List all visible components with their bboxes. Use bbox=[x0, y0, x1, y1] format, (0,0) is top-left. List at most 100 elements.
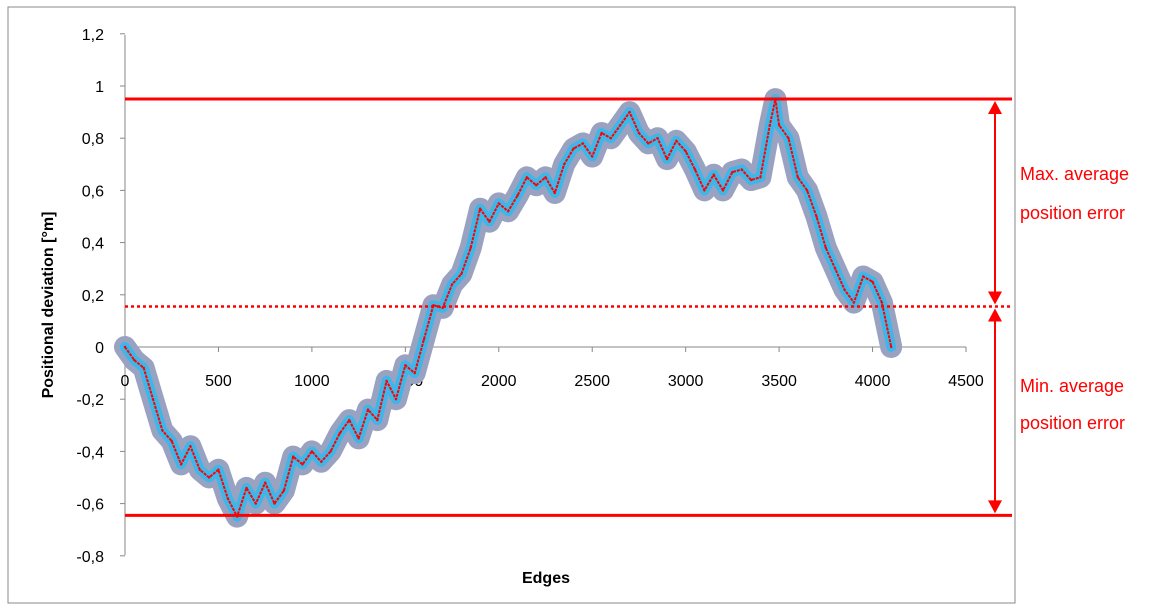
data-point bbox=[488, 220, 491, 223]
y-tick-label: 0,6 bbox=[82, 183, 104, 200]
data-point bbox=[329, 450, 332, 453]
data-point bbox=[619, 124, 622, 127]
x-tick-label: 2500 bbox=[574, 373, 610, 390]
data-point bbox=[254, 502, 257, 505]
data-point bbox=[572, 147, 575, 150]
data-point bbox=[805, 189, 809, 192]
y-axis-title: Positional deviation [°m] bbox=[40, 212, 57, 399]
data-point bbox=[366, 408, 370, 411]
y-tick-label: -0,2 bbox=[76, 392, 104, 409]
data-point bbox=[675, 139, 678, 142]
y-tick-label: -0,6 bbox=[76, 497, 104, 514]
data-point bbox=[292, 455, 295, 458]
data-point bbox=[310, 450, 314, 453]
data-point bbox=[787, 137, 790, 140]
data-point bbox=[348, 418, 351, 422]
data-point bbox=[749, 178, 753, 182]
annotation-arrowhead-down bbox=[988, 291, 1002, 305]
data-point bbox=[843, 288, 846, 291]
x-axis-title: Edges bbox=[522, 570, 570, 587]
data-point bbox=[506, 210, 510, 213]
y-tick-label: 1,2 bbox=[82, 27, 104, 44]
data-point bbox=[581, 142, 585, 145]
annotations: Max. average position error Min. average po… bbox=[988, 101, 1129, 514]
data-point bbox=[591, 155, 594, 158]
data-point bbox=[731, 170, 734, 174]
data-point bbox=[422, 338, 426, 341]
data-point bbox=[609, 137, 613, 140]
data-point bbox=[301, 463, 304, 466]
data-point bbox=[282, 489, 286, 492]
data-point bbox=[880, 301, 884, 304]
data-point bbox=[862, 275, 865, 278]
data-point bbox=[600, 131, 603, 135]
data-point bbox=[376, 418, 379, 422]
data-point bbox=[413, 371, 416, 375]
x-tick-label: 4500 bbox=[948, 373, 984, 390]
annotation-label: position error bbox=[1020, 413, 1125, 433]
data-point bbox=[777, 124, 781, 127]
data-point bbox=[721, 189, 725, 192]
data-point bbox=[385, 379, 388, 383]
data-point bbox=[815, 215, 818, 218]
data-point bbox=[656, 137, 659, 140]
data-point bbox=[161, 429, 164, 432]
data-point bbox=[759, 176, 762, 179]
data-point bbox=[460, 272, 463, 276]
y-tick-label: 0,2 bbox=[82, 288, 104, 305]
x-tick-label: 1000 bbox=[294, 373, 330, 390]
annotation-arrowhead-up bbox=[988, 308, 1002, 322]
data-point bbox=[338, 431, 342, 435]
data-point bbox=[189, 445, 192, 448]
data-point bbox=[712, 173, 715, 176]
data-point bbox=[142, 366, 145, 370]
data-point bbox=[852, 301, 856, 304]
data-point bbox=[217, 468, 220, 471]
data-point bbox=[151, 398, 155, 401]
data-point bbox=[320, 460, 323, 463]
data-point bbox=[478, 207, 482, 210]
data-point bbox=[871, 280, 874, 283]
annotation-label: Min. average bbox=[1020, 376, 1124, 396]
data-point bbox=[394, 398, 398, 401]
annotation-arrowhead-down bbox=[988, 500, 1002, 514]
data-point bbox=[170, 439, 173, 443]
x-tick-label: 3000 bbox=[668, 373, 704, 390]
data-point bbox=[133, 358, 136, 362]
x-tick-label: 500 bbox=[205, 373, 232, 390]
data-point bbox=[264, 481, 267, 484]
data-point bbox=[740, 168, 743, 171]
data-point bbox=[525, 176, 528, 179]
data-point bbox=[273, 502, 276, 505]
data-point bbox=[834, 267, 837, 270]
annotation-label: Max. average bbox=[1020, 164, 1129, 184]
data-point bbox=[123, 345, 127, 349]
annotation-label: position error bbox=[1020, 203, 1125, 223]
data-point bbox=[535, 184, 538, 187]
y-tick-label: -0,8 bbox=[76, 549, 104, 566]
data-point bbox=[665, 157, 669, 161]
data-point bbox=[179, 463, 183, 466]
reference-lines bbox=[125, 97, 1012, 517]
data-point bbox=[469, 246, 472, 249]
data-point bbox=[553, 191, 556, 195]
data-point bbox=[637, 131, 641, 135]
data-point bbox=[207, 476, 211, 479]
x-tick-label: 4000 bbox=[855, 373, 891, 390]
data-point bbox=[890, 345, 893, 349]
data-point bbox=[404, 364, 407, 367]
data-point bbox=[628, 110, 631, 114]
data-point bbox=[647, 142, 650, 145]
series-group bbox=[114, 88, 903, 528]
data-point bbox=[450, 283, 454, 286]
data-point bbox=[824, 246, 827, 249]
data-point bbox=[198, 468, 201, 471]
y-tick-label: 1 bbox=[95, 79, 104, 96]
y-axis: 1,2 1 0,8 0,6 0,4 0,2 0 -0,2 -0,4 -0,6 -0,8 bbox=[76, 27, 126, 566]
data-point bbox=[693, 168, 697, 171]
data-point bbox=[796, 176, 799, 179]
series-line bbox=[124, 98, 893, 518]
x-tick-label: 0 bbox=[121, 373, 130, 390]
data-point bbox=[497, 202, 500, 205]
